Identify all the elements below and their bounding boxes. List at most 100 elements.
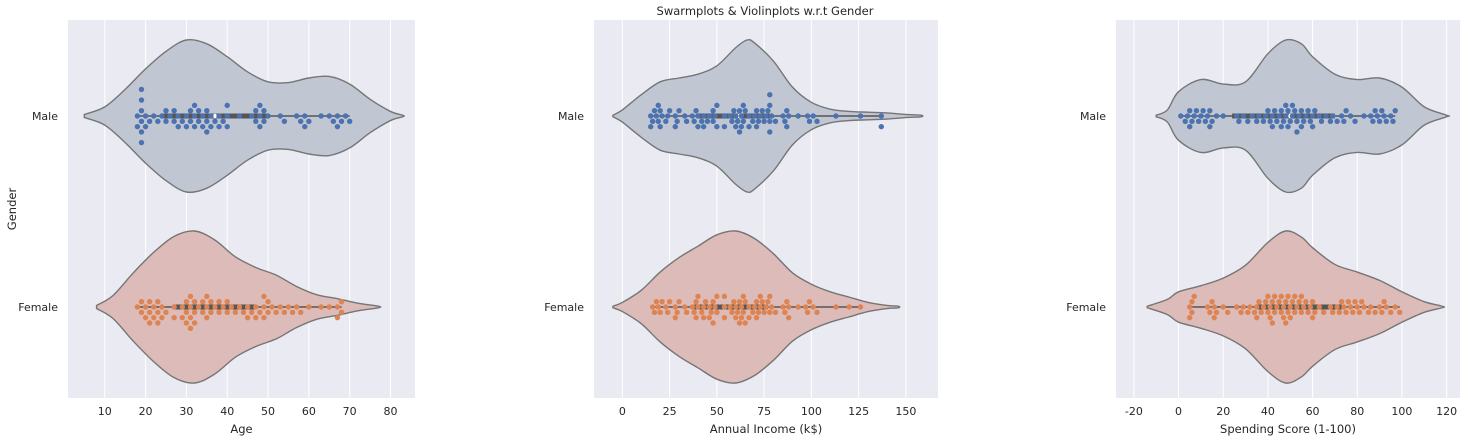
swarm-point-female [1379, 309, 1385, 316]
swarm-point-male [1289, 102, 1296, 109]
swarm-point-male [648, 123, 654, 130]
swarm-point-female [833, 304, 839, 310]
swarm-point-female [731, 298, 737, 305]
swarm-point-female [757, 293, 764, 300]
swarm-point-male [1316, 113, 1322, 119]
swarm-point-male [191, 113, 198, 119]
swarm-point-female [1189, 309, 1195, 316]
swarm-point-male [183, 113, 190, 119]
swarm-point-male [1294, 129, 1300, 135]
swarm-point-female [693, 314, 699, 321]
swarm-point-female [768, 304, 775, 310]
swarm-point-male [302, 123, 308, 130]
swarm-point-male [1318, 118, 1325, 125]
swarm-point-female [767, 293, 773, 300]
swarm-point-male [171, 118, 177, 125]
swarm-point-male [753, 123, 760, 130]
swarm-point-female [1267, 304, 1273, 310]
swarm-point-female [1329, 309, 1336, 316]
swarm-point-male [261, 118, 267, 125]
swarm-point-female [146, 320, 153, 326]
swarm-point-male [1254, 118, 1260, 125]
swarm-point-male [695, 123, 701, 130]
swarm-point-female [810, 304, 816, 310]
swarm-point-female [228, 304, 234, 310]
swarm-point-male [1388, 113, 1394, 119]
swarm-point-male [751, 113, 758, 119]
swarm-point-female [1305, 309, 1311, 316]
swarm-point-female [1292, 309, 1298, 316]
x-tick-label: 80 [1350, 405, 1364, 418]
swarm-point-female [672, 314, 678, 321]
swarm-point-female [208, 309, 214, 316]
swarm-point-female [146, 298, 153, 305]
swarm-point-female [785, 304, 792, 310]
y-tick-label-male: Male [558, 110, 584, 123]
swarm-point-male [1298, 107, 1305, 114]
swarm-point-male [1343, 107, 1349, 114]
swarm-point-female [261, 293, 267, 300]
swarm-point-male [1376, 118, 1383, 125]
swarm-point-female [142, 314, 149, 321]
swarm-point-male [706, 113, 712, 119]
swarm-point-female [265, 309, 271, 316]
x-tick-label: 50 [261, 405, 275, 418]
swarm-point-female [1245, 309, 1251, 316]
swarm-point-male [1323, 113, 1329, 119]
x-tick-label: 60 [1306, 405, 1320, 418]
swarm-point-female [1278, 293, 1284, 300]
swarm-point-male [742, 107, 748, 114]
swarm-point-male [1191, 113, 1197, 119]
swarm-point-male [1256, 113, 1262, 119]
swarm-point-female [666, 298, 673, 305]
swarm-point-female [1211, 304, 1217, 310]
swarm-point-male [138, 129, 145, 135]
swarm-point-female [1287, 304, 1293, 310]
x-tick-label: 80 [384, 405, 398, 418]
swarm-point-male [721, 113, 728, 119]
swarm-point-male [765, 107, 771, 114]
swarm-point-female [293, 304, 300, 310]
x-axis-label: Annual Income (k$) [710, 422, 823, 436]
swarm-point-male [657, 107, 663, 114]
swarm-point-female [1296, 298, 1302, 305]
swarm-point-female [1189, 298, 1195, 305]
swarm-point-male [1182, 118, 1188, 125]
swarm-point-female [683, 309, 690, 316]
subplot-2: 0 25 50 75 100 125 150 Annual Income (k$) Male Fe… [544, 20, 938, 436]
swarm-point-female [1251, 309, 1258, 316]
swarm-point-male [721, 123, 728, 130]
x-tick-label: -20 [1125, 405, 1143, 418]
swarm-point-male [138, 86, 145, 93]
swarm-point-female [253, 314, 259, 321]
swarm-point-male [204, 107, 210, 114]
swarm-point-female [142, 304, 149, 310]
swarm-point-male [277, 113, 283, 119]
swarm-point-female [171, 304, 177, 310]
swarm-point-male [655, 118, 661, 125]
swarm-point-male [306, 118, 312, 125]
swarm-point-male [1329, 113, 1336, 119]
swarm-point-female [1220, 304, 1226, 310]
swarm-point-female [163, 309, 169, 316]
swarm-point-female [220, 304, 226, 310]
swarm-point-female [814, 309, 820, 316]
swarm-point-male [155, 118, 161, 125]
swarm-point-male [1274, 118, 1280, 125]
swarm-point-male [183, 123, 190, 130]
swarm-point-male [142, 113, 149, 119]
swarm-point-male [1298, 123, 1305, 130]
swarm-point-female [1294, 304, 1300, 310]
swarm-point-male [691, 118, 697, 125]
swarm-point-male [689, 113, 695, 119]
swarm-point-female [224, 309, 230, 316]
swarm-point-female [1312, 309, 1318, 316]
swarm-point-male [204, 129, 210, 135]
swarm-point-male [878, 123, 884, 130]
swarm-point-male [1372, 107, 1378, 114]
swarm-point-female [1356, 309, 1363, 316]
swarm-point-male [649, 118, 656, 125]
swarm-point-female [1298, 309, 1305, 316]
swarm-point-female [1278, 309, 1284, 316]
swarm-point-male [1283, 102, 1289, 109]
